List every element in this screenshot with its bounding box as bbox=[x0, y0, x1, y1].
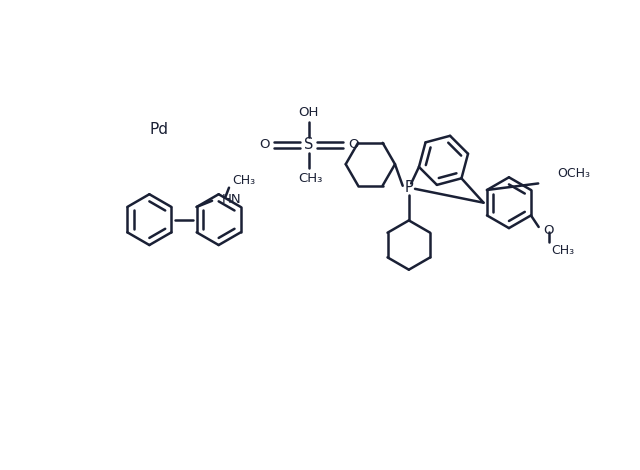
Text: OH: OH bbox=[299, 106, 319, 119]
Text: CH₃: CH₃ bbox=[551, 244, 574, 258]
Text: CH₃: CH₃ bbox=[298, 172, 323, 185]
Text: HN: HN bbox=[222, 193, 242, 206]
Text: O: O bbox=[259, 139, 269, 151]
Text: OCH₃: OCH₃ bbox=[557, 167, 591, 180]
Text: CH₃: CH₃ bbox=[232, 174, 255, 187]
Text: O: O bbox=[543, 224, 554, 236]
Text: S: S bbox=[304, 137, 314, 152]
Text: P: P bbox=[404, 180, 413, 195]
Text: O: O bbox=[348, 139, 358, 151]
Text: Pd: Pd bbox=[149, 122, 168, 137]
